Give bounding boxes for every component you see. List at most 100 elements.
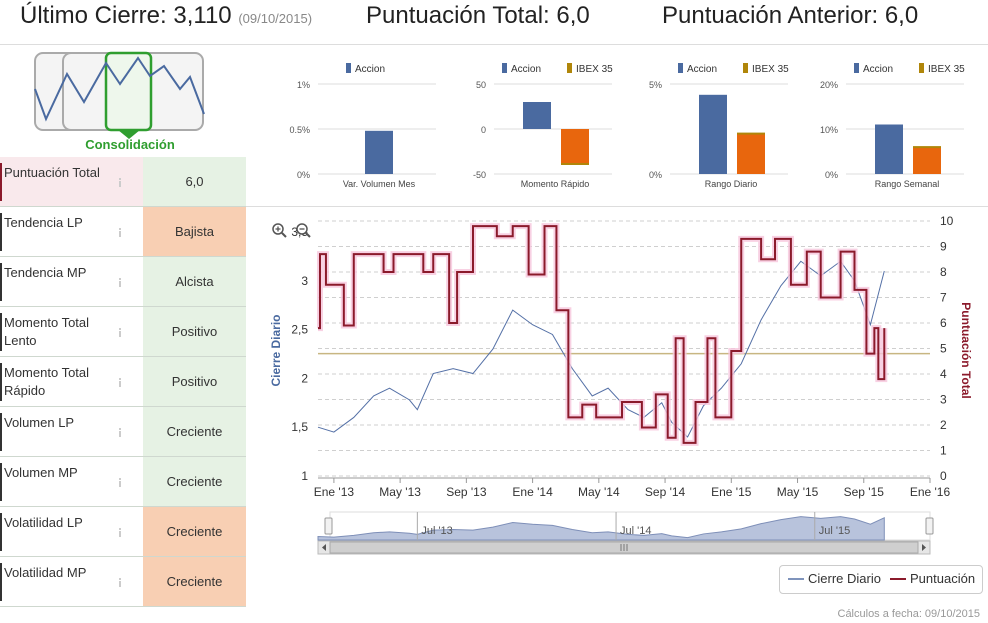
mini-charts-panel: 1% 0.5% 0% Accion Var. Volumen Mes 50 0 -50 Acci… [246, 44, 988, 207]
info-icon[interactable] [113, 525, 127, 539]
indicator-value: Bajista [143, 207, 246, 256]
info-icon[interactable] [113, 475, 127, 489]
prev-score-stat: Puntuación Anterior: 6,0 [662, 2, 918, 30]
x-tick-label: Sep '13 [446, 485, 487, 499]
info-icon[interactable] [113, 325, 127, 339]
info-icon[interactable] [113, 375, 127, 389]
phase-box-active [104, 51, 153, 132]
mini-y-tick: 5% [649, 80, 662, 90]
mini-legend-swatch [502, 63, 507, 73]
phase-trend-line [34, 56, 205, 122]
indicator-row: Momento Total Lento Positivo [0, 307, 246, 357]
mini-legend-label: IBEX 35 [576, 64, 613, 75]
indicator-value: Positivo [143, 357, 246, 406]
zoom-out-icon[interactable] [296, 223, 311, 238]
mini-bar-accion [875, 124, 903, 174]
indicator-row: Volatilidad LP Creciente [0, 507, 246, 557]
total-score-value: 6,0 [556, 2, 590, 29]
navigator-area [317, 516, 885, 541]
row-marker [0, 413, 2, 451]
zoom-in-icon[interactable] [272, 223, 287, 238]
indicator-row: Puntuación Total 6,0 [0, 157, 246, 207]
right-y-tick: 6 [940, 316, 947, 330]
mini-legend-swatch [567, 63, 572, 73]
scroll-left-arrow-icon[interactable] [322, 544, 326, 551]
info-icon[interactable] [113, 425, 127, 439]
mini-y-tick: 0 [481, 125, 486, 135]
mini-legend-swatch [919, 63, 924, 73]
mini-legend-swatch [346, 63, 351, 73]
total-score-stat: Puntuación Total: 6,0 [366, 2, 590, 30]
zoom-out-handle [305, 232, 311, 238]
right-y-tick: 4 [940, 367, 947, 381]
mini-y-tick: 50 [476, 80, 486, 90]
phase-diagram [34, 51, 205, 139]
right-y-tick: 5 [940, 342, 947, 356]
mini-y-tick: 1% [297, 80, 310, 90]
legend-score-label[interactable]: Puntuación [910, 571, 976, 586]
mini-y-tick: 20% [820, 80, 838, 90]
info-icon[interactable] [113, 225, 127, 239]
mini-legend-swatch [743, 63, 748, 73]
x-tick-label: Ene '16 [910, 485, 951, 499]
mini-legend-label: Accion [511, 64, 541, 75]
row-marker [0, 313, 2, 351]
mini-bar-ibex-fill [737, 134, 765, 174]
prev-score-value: 6,0 [884, 2, 919, 29]
close-price-line [317, 260, 885, 438]
left-y-tick: 2 [301, 371, 308, 385]
indicator-value: Creciente [143, 557, 246, 606]
indicator-label: Volatilidad LP [4, 515, 83, 530]
right-y-tick: 10 [940, 214, 954, 228]
x-tick-label: Sep '15 [844, 485, 885, 499]
mini-y-tick: 0% [297, 170, 310, 180]
right-y-tick: 9 [940, 240, 947, 254]
indicator-label: Volumen LP [4, 415, 75, 430]
zoom-in-handle [281, 232, 287, 238]
score-highlight [316, 223, 888, 446]
info-icon[interactable] [113, 175, 127, 189]
x-tick-label: May '13 [379, 485, 421, 499]
last-close-stat: Último Cierre: 3,110 (09/10/2015) [20, 2, 312, 30]
header-bar: Último Cierre: 3,110 (09/10/2015) Puntua… [0, 0, 988, 45]
indicator-label: Momento Total Rápido [4, 365, 90, 398]
navigator-label: Jul '14 [620, 525, 651, 537]
market-phase-widget: Consolidación [0, 44, 246, 156]
mini-bar-accion [699, 94, 727, 174]
mini-y-tick: -50 [473, 170, 486, 180]
info-icon[interactable] [113, 275, 127, 289]
mini-legend-label: Accion [687, 64, 717, 75]
navigator-right-handle[interactable] [925, 517, 934, 535]
right-axis-label: Puntuación Total [959, 302, 973, 398]
indicator-value: Creciente [143, 457, 246, 506]
info-icon[interactable] [113, 575, 127, 589]
prev-score-label: Puntuación Anterior: [662, 2, 879, 29]
row-marker [0, 263, 2, 301]
indicator-row: Momento Total Rápido Positivo [0, 357, 246, 407]
right-y-tick: 7 [940, 291, 947, 305]
mini-legend-label: IBEX 35 [928, 64, 965, 75]
scroll-right-arrow-icon[interactable] [922, 544, 926, 551]
left-y-tick: 2,5 [291, 323, 308, 337]
last-close-date: (09/10/2015) [238, 11, 313, 26]
legend-close-label[interactable]: Cierre Diario [808, 571, 881, 586]
mini-y-tick: 0% [825, 170, 838, 180]
phase-label: Consolidación [85, 137, 175, 152]
mini-y-tick: 10% [820, 125, 838, 135]
row-marker [0, 363, 2, 401]
row-marker [0, 513, 2, 551]
mini-chart-title: Rango Semanal [875, 179, 940, 189]
mini-bar-accion [523, 102, 551, 129]
mini-y-tick: 0% [649, 170, 662, 180]
navigator-label: Jul '15 [819, 525, 850, 537]
x-tick-label: May '14 [578, 485, 620, 499]
navigator-left-handle[interactable] [324, 517, 333, 535]
navigator-label: Jul '13 [421, 525, 452, 537]
indicator-label: Tendencia LP [4, 215, 83, 230]
mini-legend-label: IBEX 35 [752, 64, 789, 75]
mini-legend-swatch [854, 63, 859, 73]
mini-charts-svg: 1% 0.5% 0% Accion Var. Volumen Mes 50 0 -50 Acci… [289, 63, 965, 189]
left-y-tick: 1,5 [291, 420, 308, 434]
mini-legend-label: Accion [355, 64, 385, 75]
indicator-label: Tendencia MP [4, 265, 87, 280]
